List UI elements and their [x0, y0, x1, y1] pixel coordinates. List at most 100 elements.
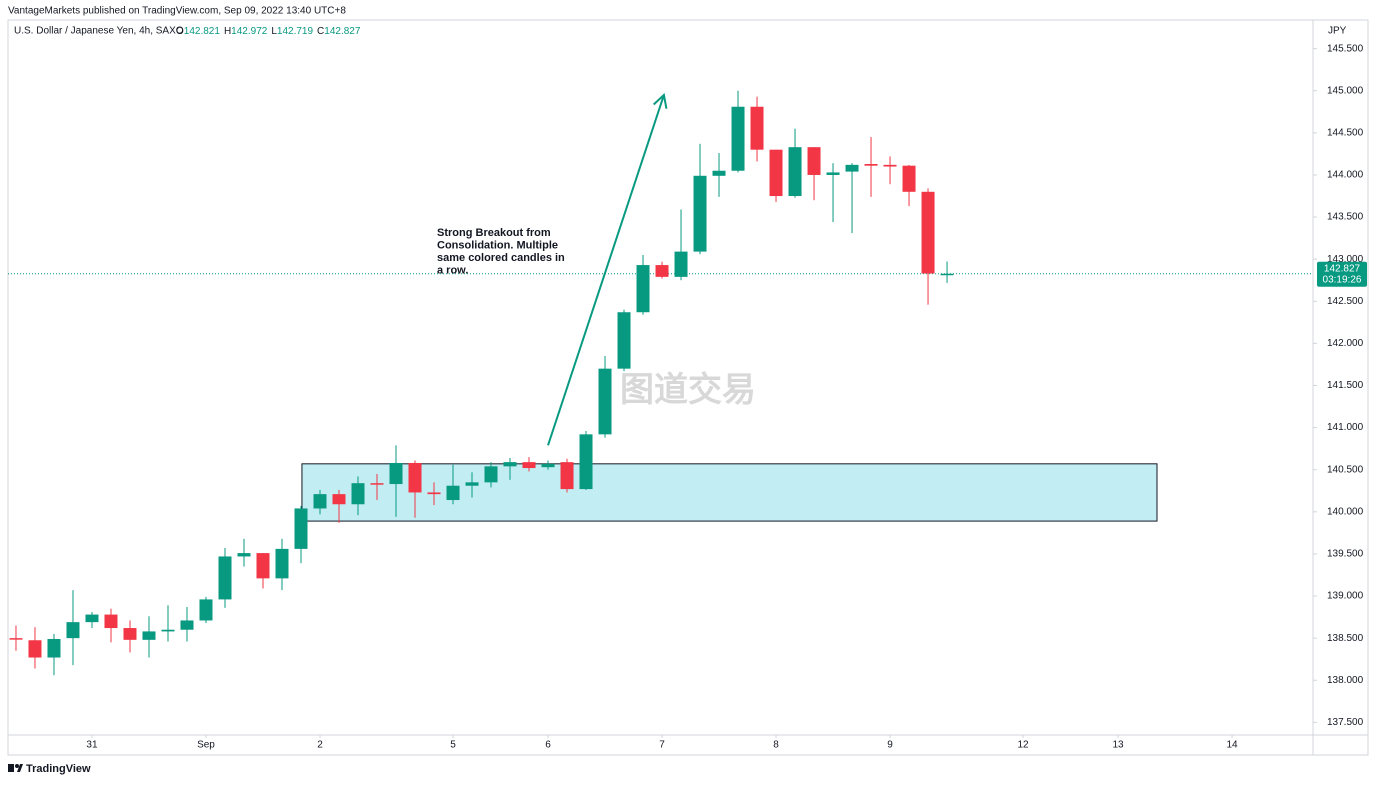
- candle-body: [9, 638, 23, 640]
- annotation-line: Strong Breakout from: [437, 227, 551, 239]
- y-tick-label: 138.000: [1327, 675, 1364, 686]
- candle-body: [579, 434, 593, 490]
- x-tick-label: 31: [86, 740, 98, 751]
- ohlc-legend: O142.821 H142.972 L142.719 C142.827: [176, 26, 361, 37]
- y-tick-label: 137.500: [1327, 717, 1364, 728]
- candle-body: [522, 462, 536, 469]
- y-tick-label: 142.000: [1327, 338, 1364, 349]
- candle-body: [750, 106, 764, 150]
- arrow-head: [653, 92, 668, 109]
- x-tick-label: 12: [1017, 740, 1029, 751]
- candle-body: [560, 462, 574, 490]
- candle-body: [598, 368, 612, 435]
- candle-body: [807, 147, 821, 175]
- symbol-title: U.S. Dollar / Japanese Yen, 4h, SAXO: [14, 26, 184, 37]
- ohlc-value: 142.821: [184, 26, 221, 37]
- candle-body: [237, 553, 251, 557]
- y-tick-label: 143.500: [1327, 212, 1364, 223]
- candle-body: [693, 175, 707, 252]
- candle-body: [864, 164, 878, 166]
- frame: [7, 19, 1369, 756]
- last-price-label: 142.827: [1324, 263, 1361, 274]
- countdown-label: 03:19:26: [1323, 274, 1362, 285]
- candle-body: [712, 170, 726, 176]
- ohlc-value: 142.719: [277, 26, 314, 37]
- candle-body: [85, 614, 99, 623]
- last-price-box: [1317, 261, 1367, 287]
- annotation-line: same colored candles in: [437, 252, 565, 264]
- y-tick-label: 138.500: [1327, 633, 1364, 644]
- candle-body: [845, 164, 859, 172]
- watermark: 图道交易: [620, 370, 756, 409]
- ohlc-key: C: [317, 26, 324, 37]
- candle-body: [826, 172, 840, 175]
- candle-body: [788, 147, 802, 197]
- candle-body: [218, 556, 232, 600]
- tv-logo: [8, 764, 23, 772]
- candle-body: [617, 312, 631, 369]
- candle-body: [275, 548, 289, 579]
- currency-label: JPY: [1328, 26, 1347, 37]
- y-tick-label: 139.500: [1327, 549, 1364, 560]
- candle-body: [180, 620, 194, 630]
- candle-body: [351, 483, 365, 505]
- annotation-line: Consolidation. Multiple: [437, 239, 558, 251]
- y-tick-label: 145.000: [1327, 85, 1364, 96]
- consolidation-zone: [301, 463, 1158, 522]
- candle-body: [674, 251, 688, 277]
- y-tick-label: 143.000: [1327, 254, 1364, 265]
- candle-body: [427, 492, 441, 495]
- candle-body: [123, 628, 137, 640]
- x-tick-label: 2: [317, 740, 323, 751]
- candle-body: [408, 462, 422, 493]
- x-tick-label: 9: [887, 740, 893, 751]
- candle-body: [769, 149, 783, 197]
- candle-body: [199, 599, 213, 621]
- candle-body: [28, 640, 42, 658]
- ohlc-key: L: [271, 26, 277, 37]
- candle-body: [883, 164, 897, 167]
- candle-body: [294, 508, 308, 549]
- annotation-line: a row.: [437, 264, 468, 276]
- candle-body: [465, 482, 479, 486]
- y-tick-label: 140.000: [1327, 506, 1364, 517]
- y-tick-label: 140.500: [1327, 464, 1364, 475]
- y-tick-label: 141.500: [1327, 380, 1364, 391]
- candle-body: [313, 494, 327, 509]
- candle-body: [921, 191, 935, 274]
- candle-body: [256, 553, 270, 579]
- ohlc-key: H: [224, 26, 231, 37]
- candle-body: [389, 462, 403, 485]
- x-tick-label: 7: [659, 740, 665, 751]
- candle-body: [332, 494, 346, 505]
- x-tick-label: 6: [545, 740, 551, 751]
- candle-body: [142, 631, 156, 640]
- y-tick-label: 139.000: [1327, 591, 1364, 602]
- candle-body: [731, 106, 745, 171]
- y-tick-label: 145.500: [1327, 43, 1364, 54]
- x-tick-label: Sep: [197, 740, 215, 751]
- x-tick-label: 8: [773, 740, 779, 751]
- footer-brand: TradingView: [26, 763, 91, 775]
- candle-body: [541, 463, 555, 468]
- publisher-header: VantageMarkets published on TradingView.…: [8, 6, 346, 17]
- candle-body: [66, 622, 80, 639]
- candle-body: [655, 265, 669, 277]
- y-tick-label: 144.000: [1327, 170, 1364, 181]
- y-tick-label: 142.500: [1327, 296, 1364, 307]
- candle-body: [104, 614, 118, 629]
- ohlc-key: O: [176, 26, 184, 37]
- y-tick-label: 144.500: [1327, 127, 1364, 138]
- x-tick-label: 14: [1226, 740, 1238, 751]
- candle-body: [484, 466, 498, 483]
- candle-body: [940, 273, 954, 276]
- candle-body: [902, 165, 916, 192]
- candle-body: [47, 638, 61, 658]
- x-tick-label: 5: [450, 740, 456, 751]
- ohlc-value: 142.972: [231, 26, 268, 37]
- candle-body: [636, 265, 650, 313]
- trend-arrow: [547, 94, 665, 446]
- x-tick-label: 13: [1112, 740, 1124, 751]
- candle-body: [503, 462, 517, 467]
